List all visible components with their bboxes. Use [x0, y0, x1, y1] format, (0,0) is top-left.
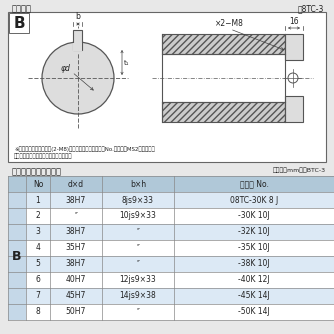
Text: ″: ″ — [137, 227, 139, 236]
Text: 4: 4 — [35, 243, 40, 253]
Bar — [26, 240, 334, 256]
Text: ″: ″ — [137, 260, 139, 269]
Text: No: No — [33, 179, 43, 188]
Text: 38H7: 38H7 — [66, 227, 86, 236]
Text: （セットボルトは付属されています。）: （セットボルトは付属されています。） — [14, 153, 72, 159]
Text: 38H7: 38H7 — [66, 260, 86, 269]
Text: B: B — [12, 249, 22, 263]
Text: 3: 3 — [35, 227, 40, 236]
Bar — [162, 102, 285, 122]
Text: 16: 16 — [289, 17, 299, 26]
Bar — [8, 176, 26, 192]
Text: （単位：mm　围BTC-3: （単位：mm 围BTC-3 — [273, 167, 326, 173]
Bar — [285, 34, 303, 60]
Bar — [162, 34, 285, 54]
Bar — [26, 176, 334, 192]
Text: ※セットボルト用タップ(2-M8)が必要な場合は記コードNo.の末尾にMS2を付ける。: ※セットボルト用タップ(2-M8)が必要な場合は記コードNo.の末尾にMS2を付… — [14, 146, 155, 152]
Text: 軸穴形状コード一覧表: 軸穴形状コード一覧表 — [12, 167, 62, 176]
Text: 45H7: 45H7 — [66, 292, 86, 301]
Bar — [8, 192, 26, 320]
Bar — [26, 256, 334, 272]
Text: 軸穴形状: 軸穴形状 — [12, 4, 32, 13]
Circle shape — [288, 73, 298, 83]
Bar — [26, 304, 334, 320]
Bar — [285, 96, 303, 122]
Text: b: b — [75, 12, 80, 21]
Bar — [26, 288, 334, 304]
Text: コード No.: コード No. — [239, 179, 269, 188]
Text: -40K 12J: -40K 12J — [238, 276, 270, 285]
Text: 35H7: 35H7 — [66, 243, 86, 253]
Bar — [73, 43, 82, 51]
Bar — [26, 272, 334, 288]
Text: 囸8TC-3: 囸8TC-3 — [298, 4, 324, 13]
Bar — [8, 12, 326, 162]
Text: 12js9×33: 12js9×33 — [120, 276, 156, 285]
Text: 8: 8 — [36, 308, 40, 317]
Text: -30K 10J: -30K 10J — [238, 211, 270, 220]
Text: t₁: t₁ — [124, 59, 130, 65]
Text: -32K 10J: -32K 10J — [238, 227, 270, 236]
Text: 50H7: 50H7 — [66, 308, 86, 317]
Text: 10js9×33: 10js9×33 — [120, 211, 156, 220]
Text: 6: 6 — [35, 276, 40, 285]
Text: 1: 1 — [36, 195, 40, 204]
Bar — [26, 208, 334, 224]
Text: 2: 2 — [36, 211, 40, 220]
Text: 8js9×33: 8js9×33 — [122, 195, 154, 204]
Text: B: B — [13, 15, 25, 30]
Text: 38H7: 38H7 — [66, 195, 86, 204]
Text: ″: ″ — [137, 243, 139, 253]
Bar — [73, 30, 82, 50]
Text: ″: ″ — [74, 211, 77, 220]
Text: -50K 14J: -50K 14J — [238, 308, 270, 317]
Text: 08TC-30K 8 J: 08TC-30K 8 J — [230, 195, 278, 204]
Text: 5: 5 — [35, 260, 40, 269]
Text: 7: 7 — [35, 292, 40, 301]
Text: d×d: d×d — [68, 179, 84, 188]
Bar — [26, 192, 334, 208]
Text: -45K 14J: -45K 14J — [238, 292, 270, 301]
Circle shape — [42, 42, 114, 114]
Text: 40H7: 40H7 — [66, 276, 86, 285]
Text: ″: ″ — [137, 308, 139, 317]
Bar — [9, 13, 29, 33]
Text: 14js9×38: 14js9×38 — [120, 292, 156, 301]
Text: -38K 10J: -38K 10J — [238, 260, 270, 269]
Text: φd: φd — [61, 63, 71, 72]
Text: b×h: b×h — [130, 179, 146, 188]
Bar — [26, 224, 334, 240]
Text: -35K 10J: -35K 10J — [238, 243, 270, 253]
Text: ×2−M8: ×2−M8 — [215, 19, 244, 28]
